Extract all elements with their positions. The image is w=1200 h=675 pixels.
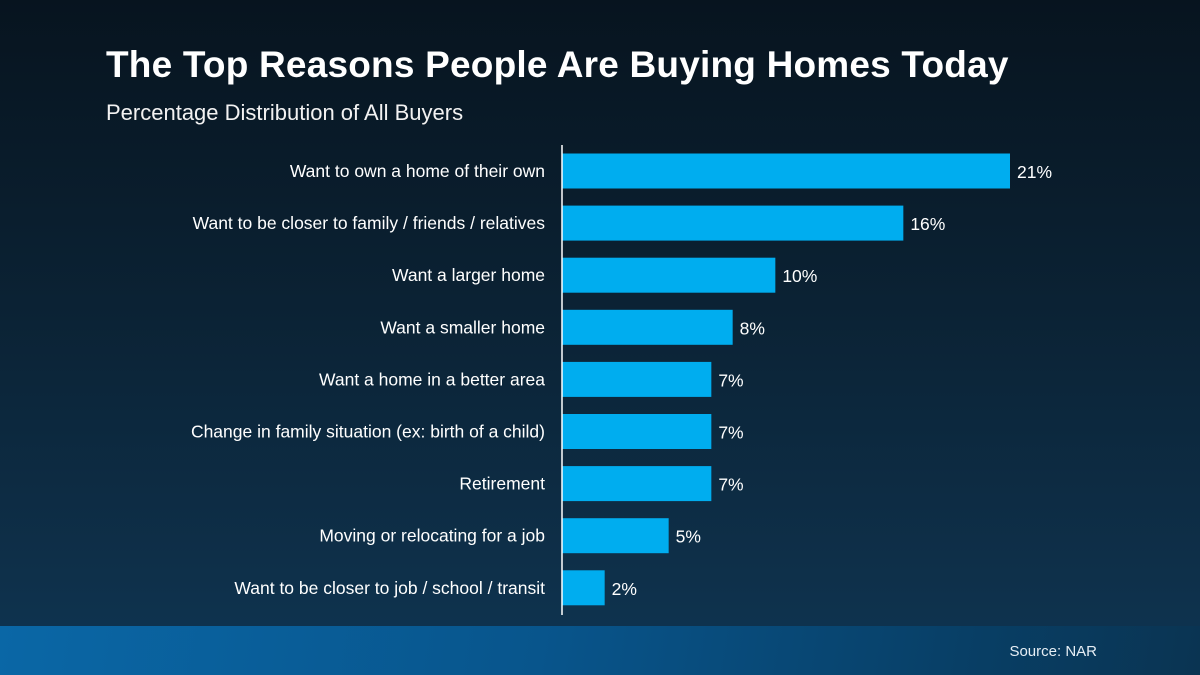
bar xyxy=(562,257,776,293)
category-label: Retirement xyxy=(459,474,545,494)
bar-chart: Want to own a home of their own 21% Want t… xyxy=(191,153,1052,606)
category-label: Want a larger home xyxy=(392,265,545,285)
category-label: Want to be closer to job / school / tran… xyxy=(234,578,545,598)
chart-title: The Top Reasons People Are Buying Homes … xyxy=(106,44,1009,85)
bar xyxy=(562,153,1010,189)
bar xyxy=(562,205,904,241)
data-label: 8% xyxy=(740,318,765,338)
category-label: Want to own a home of their own xyxy=(290,161,545,181)
category-label: Moving or relocating for a job xyxy=(319,526,545,546)
bar xyxy=(562,309,733,345)
data-label: 10% xyxy=(782,266,817,286)
bar xyxy=(562,570,605,606)
data-label: 21% xyxy=(1017,162,1052,182)
data-label: 16% xyxy=(910,214,945,234)
data-label: 7% xyxy=(718,423,743,443)
source-note: Source: NAR xyxy=(1009,643,1097,660)
category-label: Change in family situation (ex: birth of… xyxy=(191,422,545,442)
data-label: 7% xyxy=(718,475,743,495)
category-label: Want a smaller home xyxy=(380,317,545,337)
bar xyxy=(562,466,712,502)
category-label: Want to be closer to family / friends / … xyxy=(193,213,546,233)
data-label: 7% xyxy=(718,370,743,390)
bar xyxy=(562,518,669,554)
footer-band: Source: NAR xyxy=(0,626,1200,675)
category-label: Want a home in a better area xyxy=(319,369,545,389)
data-label: 2% xyxy=(612,579,637,599)
chart-subtitle: Percentage Distribution of All Buyers xyxy=(106,100,464,125)
data-label: 5% xyxy=(676,527,701,547)
bar xyxy=(562,414,712,449)
bar xyxy=(562,361,712,397)
